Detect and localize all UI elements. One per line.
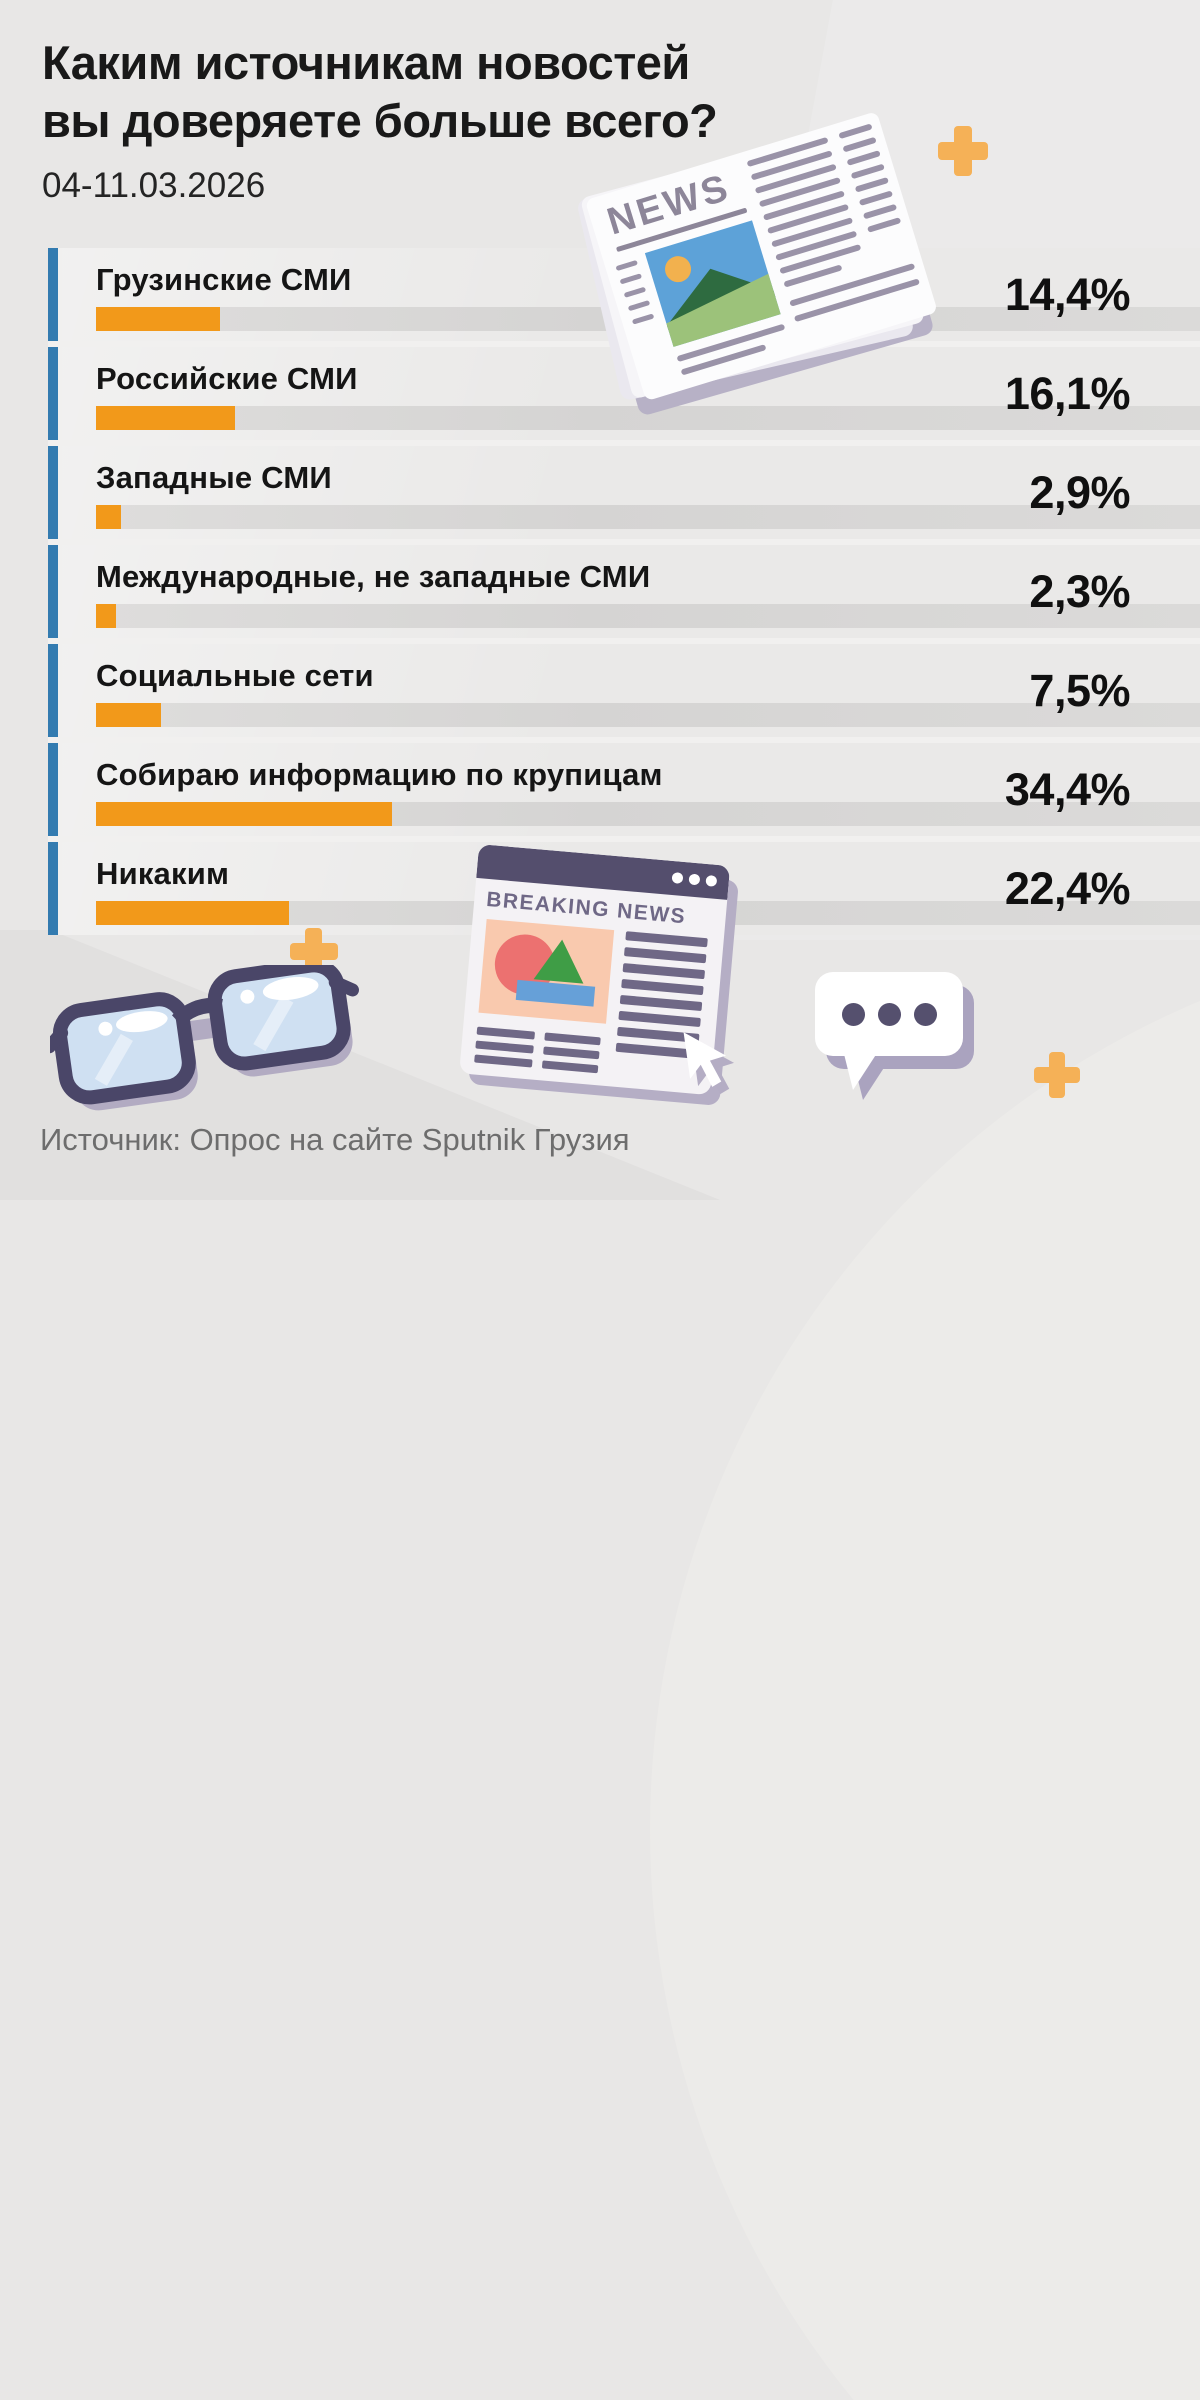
row-panel: Международные, не западные СМИ 2,3%: [62, 545, 1200, 638]
row-label: Социальные сети: [96, 658, 374, 693]
chat-dot: [913, 1002, 937, 1026]
row-value: 14,4%: [1004, 268, 1131, 320]
article-text-line: [625, 931, 708, 948]
article-image: [478, 918, 615, 1024]
background-curve-shape: [650, 930, 1200, 2400]
article-text-line: [474, 1054, 533, 1068]
newspaper-photo: [644, 220, 781, 347]
date-range: 04-11.03.2026: [42, 166, 266, 205]
article-text-line: [544, 1032, 601, 1046]
article-text-line: [622, 963, 706, 980]
article-text-line: [623, 947, 707, 964]
bar-track: [96, 505, 1200, 529]
row-label: Собираю информацию по крупицам: [96, 757, 663, 792]
bar-fill: [96, 901, 289, 925]
chat-dot: [877, 1002, 901, 1026]
row-value: 22,4%: [1004, 862, 1131, 914]
row-label: Международные, не западные СМИ: [96, 559, 651, 594]
article-text-line: [475, 1040, 534, 1054]
survey-row: Международные, не западные СМИ 2,3%: [48, 545, 1200, 638]
row-accent-stripe: [48, 842, 58, 935]
row-value: 34,4%: [1004, 763, 1131, 815]
bar-track: [96, 802, 1200, 826]
row-accent-stripe: [48, 743, 58, 836]
newspaper-text-line: [838, 123, 873, 140]
row-panel: Собираю информацию по крупицам 34,4%: [62, 743, 1200, 836]
newspaper-text-line: [842, 136, 877, 153]
plus-icon: [1034, 1052, 1080, 1098]
row-accent-stripe: [48, 644, 58, 737]
row-value: 2,9%: [1029, 466, 1130, 518]
newspaper-text-line: [854, 176, 889, 193]
article-text-line: [618, 1010, 701, 1027]
plus-icon: [290, 928, 338, 976]
row-label: Российские СМИ: [96, 361, 358, 396]
newspaper-text-line: [850, 163, 885, 180]
bar-fill: [96, 802, 392, 826]
row-value: 2,3%: [1029, 565, 1130, 617]
window-dot: [671, 872, 684, 884]
survey-row: Социальные сети 7,5%: [48, 644, 1200, 737]
article-text-line: [476, 1026, 536, 1040]
row-accent-stripe: [48, 545, 58, 638]
row-label: Грузинские СМИ: [96, 262, 352, 297]
plus-arm: [954, 126, 972, 176]
article-text-line: [621, 979, 704, 996]
newspaper-text-line: [623, 286, 647, 298]
window-dot: [705, 874, 718, 887]
row-label: Никаким: [96, 856, 230, 891]
survey-row: Собираю информацию по крупицам 34,4%: [48, 743, 1200, 836]
row-panel: Западные СМИ 2,9%: [62, 446, 1200, 539]
plus-arm: [305, 928, 322, 976]
chat-tail: [843, 1050, 879, 1090]
page-title: Каким источникам новостей вы доверяете б…: [42, 34, 718, 150]
article-text-line: [619, 994, 703, 1012]
article-text-line: [541, 1060, 599, 1074]
newspaper-text-line: [862, 203, 898, 220]
survey-row: Западные СМИ 2,9%: [48, 446, 1200, 539]
cursor-icon: [683, 1032, 735, 1095]
row-label: Западные СМИ: [96, 460, 332, 495]
article-text-line: [543, 1046, 600, 1060]
window-dot: [688, 873, 701, 886]
row-accent-stripe: [48, 248, 58, 341]
newspaper-text-line: [615, 259, 638, 272]
row-accent-stripe: [48, 347, 58, 440]
bar-fill: [96, 703, 161, 727]
newspaper-text-line: [619, 273, 643, 285]
plus-icon: [938, 126, 988, 176]
bar-fill: [96, 505, 121, 529]
row-value: 7,5%: [1029, 664, 1130, 716]
chat-bubble-body: [815, 972, 963, 1056]
bar-track: [96, 604, 1200, 628]
newspaper-text-line: [866, 217, 902, 233]
newspaper-text-line: [627, 300, 651, 312]
rect-shape: [515, 979, 596, 1007]
title-line-1: Каким источникам новостей: [42, 36, 690, 89]
bar-fill: [96, 406, 235, 430]
newspaper-text-line: [631, 313, 655, 325]
chat-dot: [841, 1002, 865, 1026]
window-dots-icon: [671, 872, 718, 887]
bar-fill: [96, 604, 116, 628]
glasses-icon: [50, 965, 359, 1111]
row-panel: Социальные сети 7,5%: [62, 644, 1200, 737]
source-note: Источник: Опрос на сайте Sputnik Грузия: [40, 1122, 630, 1157]
chat-bubble-icon: [815, 972, 985, 1107]
triangle-shape: [533, 937, 588, 984]
row-value: 16,1%: [1004, 367, 1131, 419]
title-line-2: вы доверяете больше всего?: [42, 94, 718, 147]
bar-fill: [96, 307, 220, 331]
plus-arm: [1049, 1052, 1065, 1098]
newspaper-text-line: [858, 190, 894, 207]
bar-track: [96, 703, 1200, 727]
newspaper-text-line: [846, 150, 881, 166]
row-accent-stripe: [48, 446, 58, 539]
